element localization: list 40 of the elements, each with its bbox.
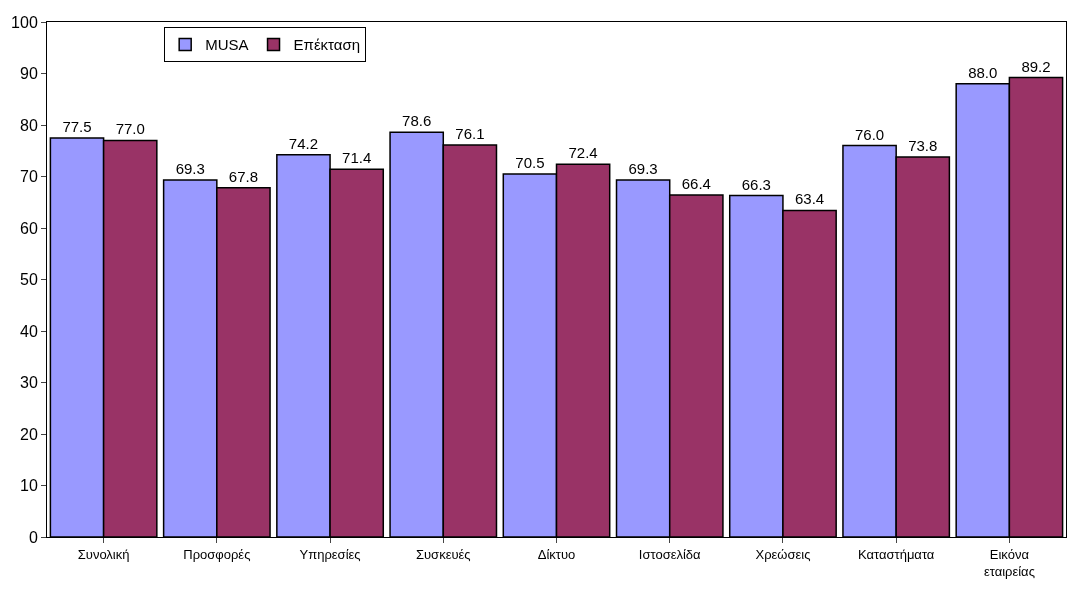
data-label: 72.4	[568, 144, 598, 162]
x-tick-label: Ιστοσελίδα	[638, 546, 702, 562]
x-tick-label: Συσκευές	[415, 546, 471, 562]
data-label: 89.2	[1021, 57, 1051, 75]
data-label: 66.4	[681, 175, 711, 193]
data-label: 76.0	[854, 125, 885, 143]
data-label: 88.0	[968, 63, 998, 81]
x-tick-label: Καταστήματα	[857, 546, 935, 562]
data-label: 78.6	[402, 112, 432, 130]
x-tick-label: Συνολική	[77, 546, 130, 562]
data-label: 77.5	[62, 117, 92, 135]
y-tick-label: 10	[20, 477, 38, 495]
y-tick-label: 0	[28, 528, 38, 546]
y-tick-label: 60	[20, 219, 38, 237]
data-label: 76.1	[455, 125, 485, 143]
y-tick-label: 20	[20, 425, 38, 443]
data-label: 73.8	[908, 136, 938, 154]
data-label: 66.3	[741, 175, 771, 193]
x-tick-label: Χρεώσεις	[755, 546, 811, 562]
legend-label: Επέκταση	[293, 36, 361, 54]
data-label: 70.5	[515, 153, 545, 171]
y-tick-label: 90	[20, 65, 38, 83]
data-label: 63.4	[794, 190, 825, 208]
data-label: 69.3	[175, 160, 205, 178]
y-tick-label: 40	[20, 322, 38, 340]
y-tick-label: 50	[20, 271, 38, 289]
legend-label: MUSA	[205, 36, 249, 54]
x-tick-label: Υπηρεσίες	[299, 546, 361, 562]
data-label: 71.4	[342, 149, 372, 167]
y-tick-label: 70	[20, 168, 38, 186]
data-label: 77.0	[115, 120, 145, 138]
x-tick-label: Εικόνα εταιρείας	[983, 546, 1035, 579]
x-tick-label: Προσφορές	[183, 546, 251, 562]
data-label: 67.8	[228, 167, 259, 185]
data-label: 74.2	[288, 134, 319, 152]
y-tick-label: 30	[20, 374, 38, 392]
y-tick-label: 100	[11, 13, 38, 31]
x-tick-label: Δίκτυο	[537, 546, 576, 562]
y-tick-label: 80	[20, 116, 38, 134]
data-label: 69.3	[628, 160, 658, 178]
